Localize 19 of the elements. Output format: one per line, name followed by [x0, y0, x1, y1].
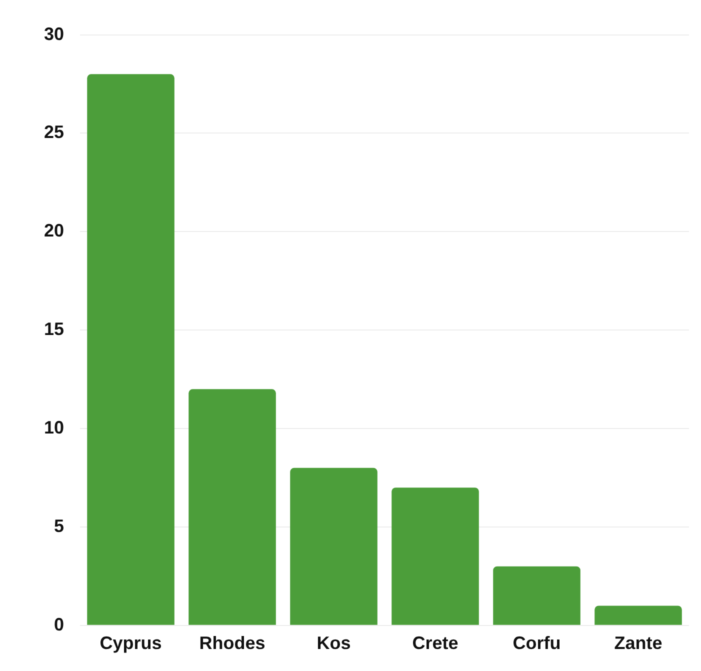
- y-tick-label: 30: [44, 24, 64, 44]
- bar: [290, 468, 378, 625]
- y-tick-label: 10: [44, 418, 64, 438]
- x-tick-label: Corfu: [512, 633, 561, 654]
- y-tick-label: 15: [44, 319, 64, 340]
- bar: [188, 389, 276, 625]
- x-tick-label: Zante: [614, 633, 662, 654]
- y-tick-label: 0: [54, 614, 64, 634]
- bar: [87, 74, 174, 625]
- bar: [493, 566, 580, 625]
- bar: [594, 606, 682, 625]
- x-tick-label: Rhodes: [199, 633, 266, 654]
- bar: [392, 488, 479, 625]
- y-tick-label: 5: [54, 516, 64, 536]
- x-tick-label: Kos: [316, 633, 351, 654]
- y-tick-label: 25: [44, 122, 64, 142]
- x-tick-label: Cyprus: [100, 633, 162, 654]
- y-tick-label: 20: [44, 220, 64, 241]
- x-tick-label: Crete: [412, 633, 458, 654]
